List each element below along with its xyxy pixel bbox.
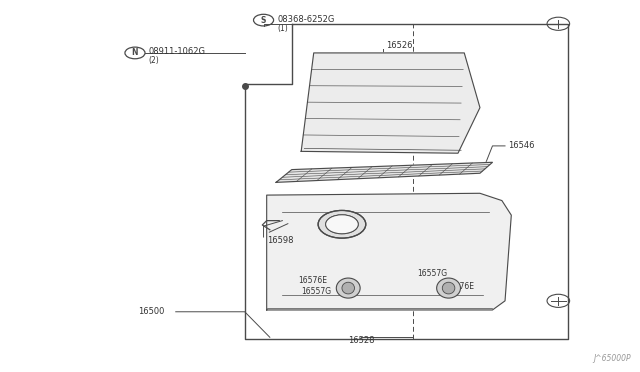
Polygon shape [276, 162, 493, 182]
Text: 16500: 16500 [138, 307, 164, 316]
Text: N: N [132, 48, 138, 57]
Text: 16576E: 16576E [445, 282, 474, 291]
Text: 16576E: 16576E [298, 276, 327, 285]
Polygon shape [267, 193, 511, 310]
Text: 16557G: 16557G [301, 287, 332, 296]
Ellipse shape [436, 278, 461, 298]
Circle shape [318, 211, 366, 238]
Circle shape [326, 215, 358, 234]
Text: S: S [261, 16, 266, 25]
Text: 08911-1062G: 08911-1062G [148, 47, 206, 56]
Text: J^65000P: J^65000P [593, 354, 630, 363]
Text: 16526: 16526 [386, 41, 412, 50]
Text: 16557G: 16557G [417, 269, 447, 278]
Text: 16528: 16528 [348, 336, 375, 346]
Text: (1): (1) [277, 24, 288, 33]
Text: 16546: 16546 [508, 141, 534, 150]
Text: 16598: 16598 [267, 236, 293, 245]
Text: (2): (2) [148, 57, 159, 65]
Ellipse shape [442, 282, 455, 294]
Ellipse shape [336, 278, 360, 298]
Polygon shape [301, 53, 480, 153]
Ellipse shape [342, 282, 355, 294]
Text: 08368-6252G: 08368-6252G [277, 15, 335, 23]
